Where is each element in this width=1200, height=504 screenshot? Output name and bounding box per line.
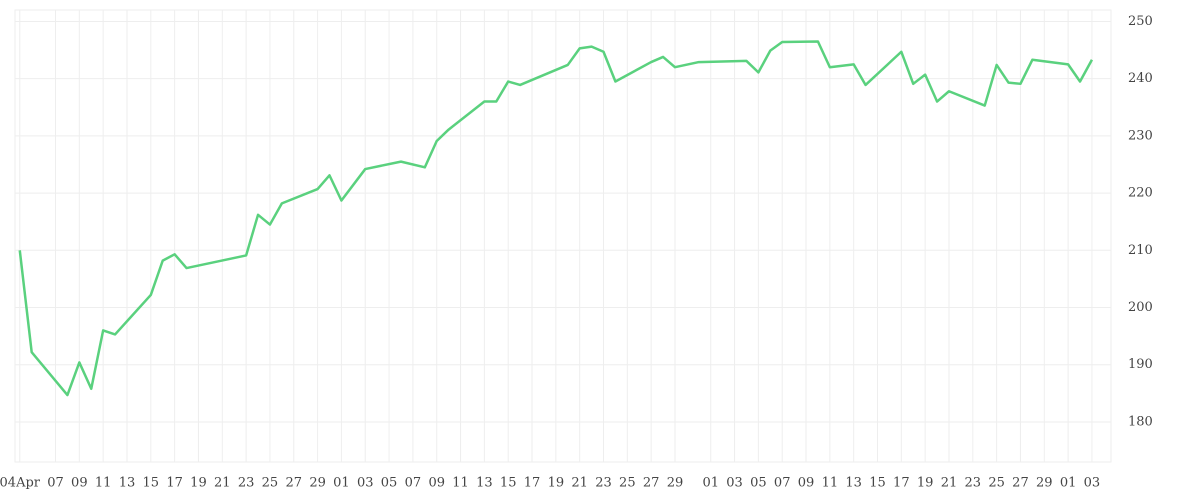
x-tick-label: 27 xyxy=(285,476,302,491)
x-tick-label: 15 xyxy=(143,476,160,491)
x-tick-label: 23 xyxy=(595,476,612,491)
x-tick-label: 07 xyxy=(774,476,791,491)
x-tick-label: 15 xyxy=(869,476,886,491)
x-tick-label: 11 xyxy=(822,476,839,491)
x-tick-label: 03 xyxy=(726,476,743,491)
x-tick-label: 25 xyxy=(988,476,1005,491)
y-tick-label: 230 xyxy=(1128,128,1153,143)
x-tick-label: 07 xyxy=(47,476,64,491)
x-tick-label: 25 xyxy=(619,476,636,491)
x-tick-label: 23 xyxy=(965,476,982,491)
x-tick-label: 19 xyxy=(548,476,565,491)
x-tick-label: 19 xyxy=(917,476,934,491)
x-tick-label: 21 xyxy=(571,476,588,491)
x-tick-label: 29 xyxy=(309,476,326,491)
x-tick-label: 03 xyxy=(357,476,374,491)
x-tick-label: 29 xyxy=(667,476,684,491)
x-tick-label: 13 xyxy=(119,476,136,491)
x-tick-label: 05 xyxy=(381,476,398,491)
y-tick-label: 190 xyxy=(1128,357,1153,372)
x-tick-label: 13 xyxy=(845,476,862,491)
x-tick-label: 11 xyxy=(95,476,112,491)
x-tick-label: 17 xyxy=(524,476,541,491)
line xyxy=(18,40,1094,397)
x-tick-label: 01 xyxy=(702,476,719,491)
x-tick-label: 09 xyxy=(71,476,88,491)
x-tick-label: 17 xyxy=(166,476,183,491)
y-tick-label: 200 xyxy=(1128,300,1153,315)
x-tick-label: 27 xyxy=(1012,476,1029,491)
x-tick-label: 15 xyxy=(500,476,517,491)
x-tick-label: 13 xyxy=(476,476,493,491)
x-tick-label: 03 xyxy=(1084,476,1101,491)
x-tick-label: 09 xyxy=(798,476,815,491)
plot-area xyxy=(14,9,1112,463)
x-tick-label: 07 xyxy=(405,476,422,491)
y-tick-label: 210 xyxy=(1128,243,1153,258)
x-tick-label: 27 xyxy=(643,476,660,491)
x-tick-label: 01 xyxy=(1060,476,1077,491)
x-tick-label: 21 xyxy=(941,476,958,491)
x-tick-label: 29 xyxy=(1036,476,1053,491)
x-tick-label: 17 xyxy=(893,476,910,491)
x-tick-label: 21 xyxy=(214,476,231,491)
y-tick-label: 250 xyxy=(1128,14,1153,29)
y-tick-label: 220 xyxy=(1128,186,1153,201)
x-tick-label: 04Apr xyxy=(0,476,41,491)
x-tick-label: 05 xyxy=(750,476,767,491)
x-tick-label: 23 xyxy=(238,476,255,491)
x-tick-label: 19 xyxy=(190,476,207,491)
x-tick-label: 09 xyxy=(428,476,445,491)
x-tick-label: 01 xyxy=(333,476,350,491)
y-tick-label: 180 xyxy=(1128,414,1153,429)
x-tick-label: 25 xyxy=(262,476,279,491)
x-tick-label: 11 xyxy=(452,476,469,491)
y-tick-label: 240 xyxy=(1128,71,1153,86)
